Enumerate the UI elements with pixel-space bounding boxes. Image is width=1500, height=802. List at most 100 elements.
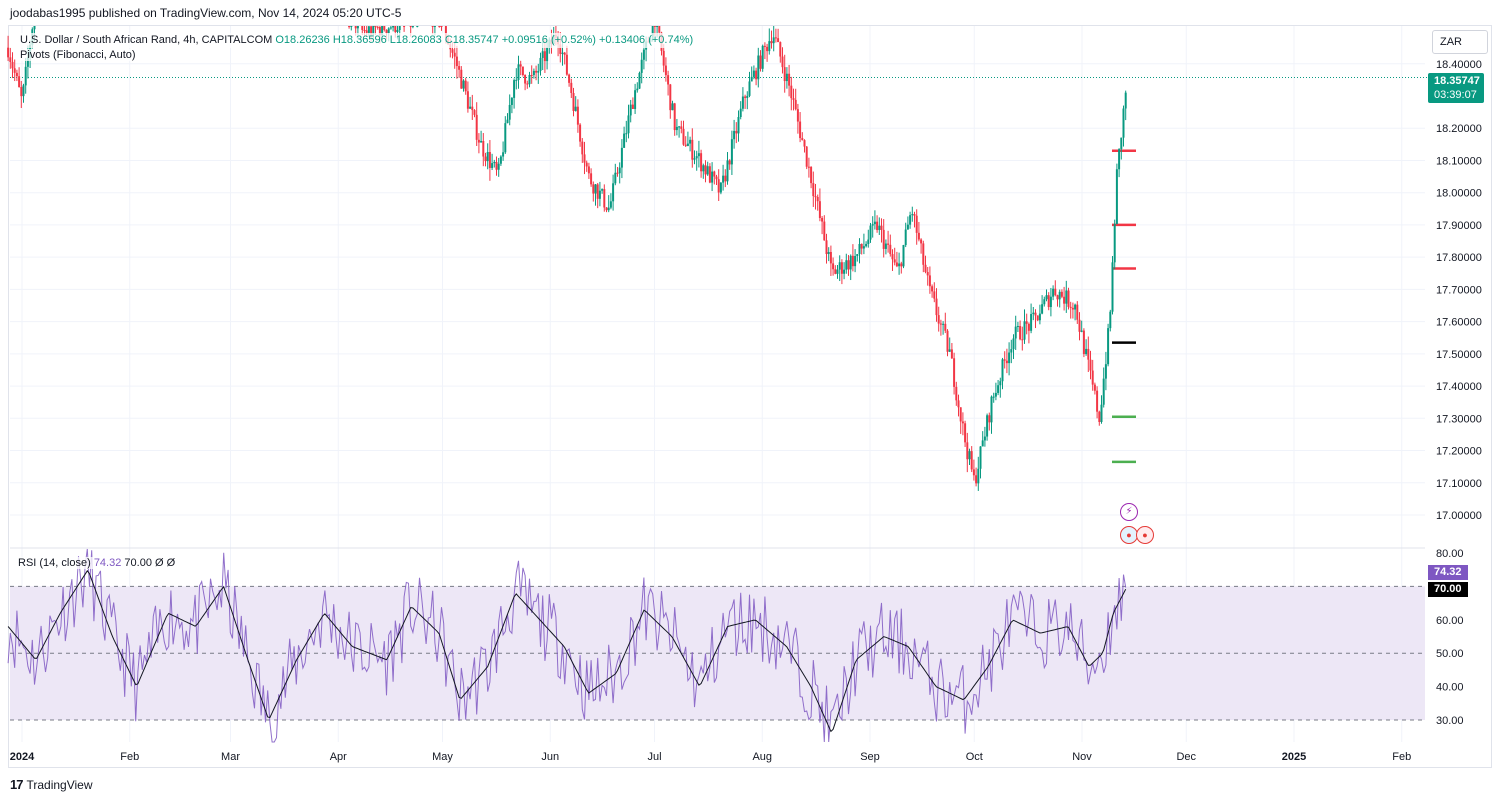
candle-body [869,225,872,240]
candle-body [827,251,830,255]
candle-body [766,46,769,52]
publisher-line: joodabas1995 published on TradingView.co… [10,6,402,20]
candle-body [1065,290,1068,304]
candle-body [959,407,962,422]
candle-body [662,50,665,66]
candle-body [570,82,573,94]
candle-body [750,76,753,82]
candle-body [539,57,542,71]
candle-body [739,108,742,118]
candle-body [9,57,12,62]
rsi-ma-tag: 70.00 [1428,582,1468,597]
candle-body [495,161,498,170]
candle-body [11,61,14,69]
currency-selector[interactable]: ZAR [1432,30,1488,54]
candle-body [722,175,725,183]
candle-body [1104,364,1107,379]
time-tick-label: Feb [120,751,139,763]
candle-body [724,175,727,182]
candle-body [1036,315,1039,321]
pivot-levels [1112,149,1136,464]
candle-body [810,166,813,184]
indicator-legend[interactable]: Pivots (Fibonacci, Auto) [18,49,138,61]
candle-body [1030,314,1033,331]
candle-body [856,254,859,256]
candle-body [733,130,736,140]
candle-body [957,400,960,408]
candle-body [348,26,351,27]
candle-body [24,66,27,86]
rsi-ma-value: 70.00 [124,557,152,569]
high-value: H18.36596 [332,34,387,46]
candle-body [565,54,568,75]
footer-brand[interactable]: TradingView [26,777,93,792]
candle-body [684,144,687,146]
candle-body [917,232,920,240]
candle-body [458,66,461,70]
lightning-event-icon[interactable]: ⚡ [1120,503,1138,521]
candle-body [374,26,377,27]
candle-body [510,97,513,105]
candle-body [612,183,615,202]
candle-body [832,263,835,270]
candle-body [1010,349,1013,353]
candle-body [656,26,659,28]
candle-body [755,70,758,80]
symbol-name[interactable]: U.S. Dollar / South African Rand, 4h, CA… [20,34,273,46]
candle-body [939,323,942,325]
price-tick-label: 17.00000 [1436,510,1482,522]
candle-body [673,103,676,131]
candle-body [825,240,828,255]
candle-body [920,239,923,244]
candle-body [768,41,771,52]
candle-body [706,166,709,175]
candle-body [526,83,529,85]
price-tick-label: 18.40000 [1436,59,1482,71]
candle-body [741,96,744,109]
candle-body [537,70,540,73]
candle-body [854,255,857,267]
candle-body [997,385,1000,393]
candle-body [1012,338,1015,350]
tradingview-logo-icon[interactable]: 17 [10,777,24,792]
rsi-legend[interactable]: RSI (14, close) 74.32 70.00 Ø Ø [16,557,178,569]
time-tick-label: Mar [221,751,240,763]
candle-body [744,96,747,98]
candle-body [484,156,487,162]
candle-body [528,75,531,85]
candle-body [376,26,379,28]
candle-body [519,64,522,67]
candle-body [629,104,632,116]
candle-body [508,104,511,120]
candle-body [801,138,804,141]
candle-body [915,215,918,233]
candle-body [559,44,562,54]
za-flag-event-icon[interactable]: ● [1136,526,1154,544]
candle-body [1054,288,1057,296]
rsi-tick-label: 40.00 [1436,682,1464,694]
candle-body [378,26,381,36]
candle-body [572,93,575,111]
candle-body [693,158,696,160]
candle-body [416,26,419,27]
rsi-pane [7,548,1425,743]
candle-body [946,330,949,352]
candle-body [440,26,443,27]
candle-body [1001,359,1004,382]
candle-body [623,133,626,148]
candle-body [818,201,821,218]
candle-body [926,272,929,276]
candle-body [667,75,670,85]
candle-body [1052,288,1055,297]
candle-body [1100,404,1103,422]
candle-body [581,141,584,155]
time-tick-label: Apr [330,751,347,763]
candle-body [994,392,997,397]
candle-body [493,161,496,164]
candle-body [893,259,896,263]
rsi-tick-label: 80.00 [1436,548,1464,560]
candle-body [370,26,373,35]
candle-body [1005,360,1008,364]
candle-body [972,469,975,476]
